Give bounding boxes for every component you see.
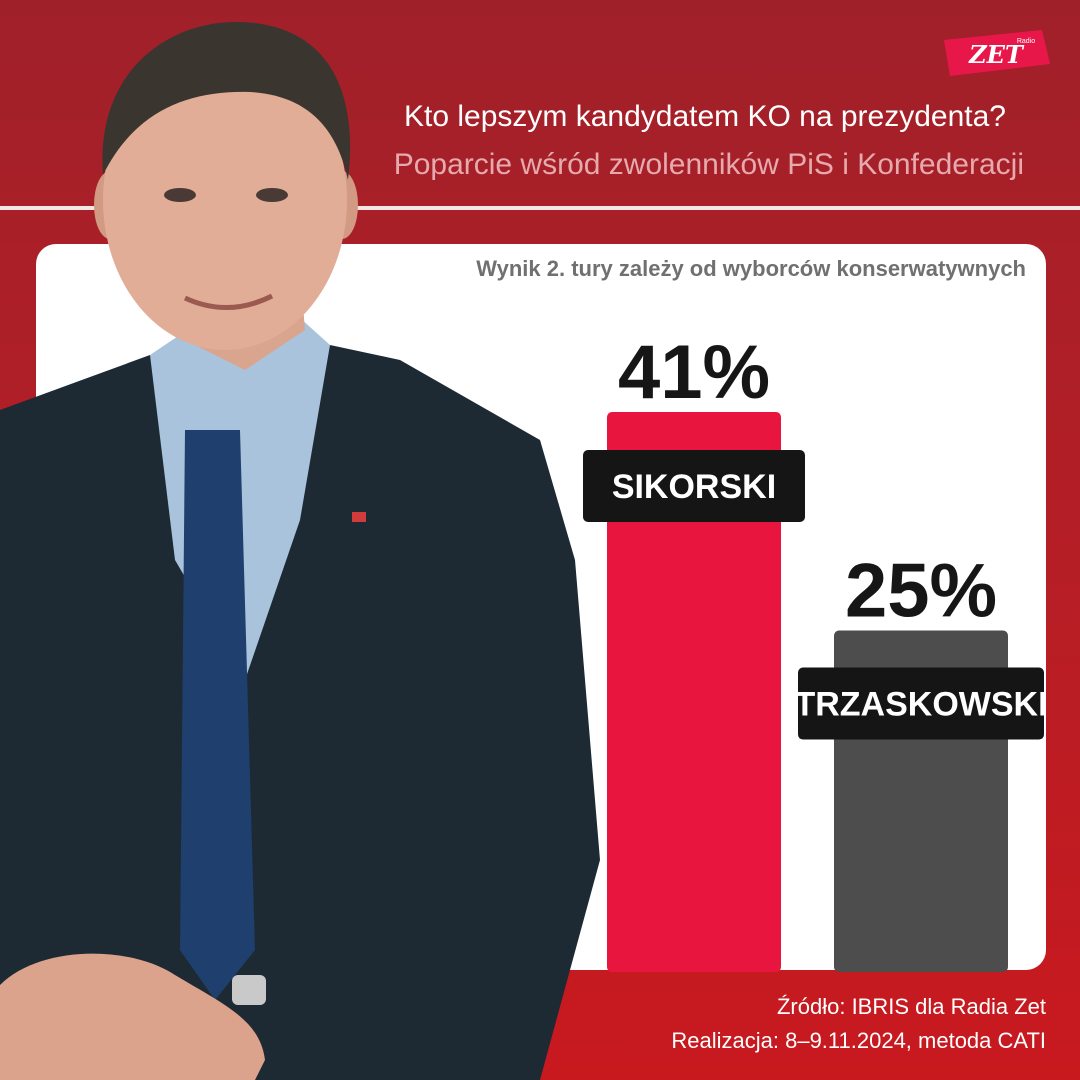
logo-text: ZET bbox=[968, 40, 1025, 69]
value-label-trzaskowski: 25% bbox=[845, 549, 997, 634]
method-note: Realizacja: 8–9.11.2024, metoda CATI bbox=[671, 1028, 1046, 1053]
portrait-eye-right bbox=[256, 188, 288, 202]
portrait-tie bbox=[180, 430, 255, 1000]
category-label-box-trzaskowski bbox=[798, 667, 1044, 740]
politician-portrait-icon bbox=[0, 21, 600, 1080]
bar-sikorski bbox=[607, 412, 781, 972]
logo-small-text: Radio bbox=[1017, 38, 1035, 45]
category-label-box-sikorski bbox=[583, 450, 805, 522]
lapel-pin-icon bbox=[352, 512, 366, 522]
chart-title: Kto lepszym kandydatem KO na prezydenta? bbox=[404, 100, 1006, 133]
portrait-eye-left bbox=[164, 188, 196, 202]
portrait-hair bbox=[102, 21, 351, 180]
radio-zet-logo: ZET Radio bbox=[944, 30, 1050, 76]
chart-note: Wynik 2. tury zależy od wyborców konserw… bbox=[476, 256, 1026, 281]
portrait-jacket bbox=[0, 345, 600, 1080]
wristwatch-icon bbox=[232, 975, 266, 1005]
header-divider bbox=[0, 206, 1080, 210]
portrait-face bbox=[103, 50, 347, 350]
source-note: Źródło: IBRIS dla Radia Zet bbox=[776, 994, 1046, 1019]
chart-subtitle: Poparcie wśród zwolenników PiS i Konfede… bbox=[393, 148, 1024, 181]
portrait-mouth bbox=[183, 293, 274, 310]
value-label-sikorski: 41% bbox=[618, 330, 770, 415]
logo-background-shape bbox=[944, 30, 1050, 76]
portrait-hands bbox=[0, 953, 265, 1080]
category-label-trzaskowski: TRZASKOWSKI bbox=[794, 686, 1047, 724]
category-label-sikorski: SIKORSKI bbox=[612, 468, 776, 506]
